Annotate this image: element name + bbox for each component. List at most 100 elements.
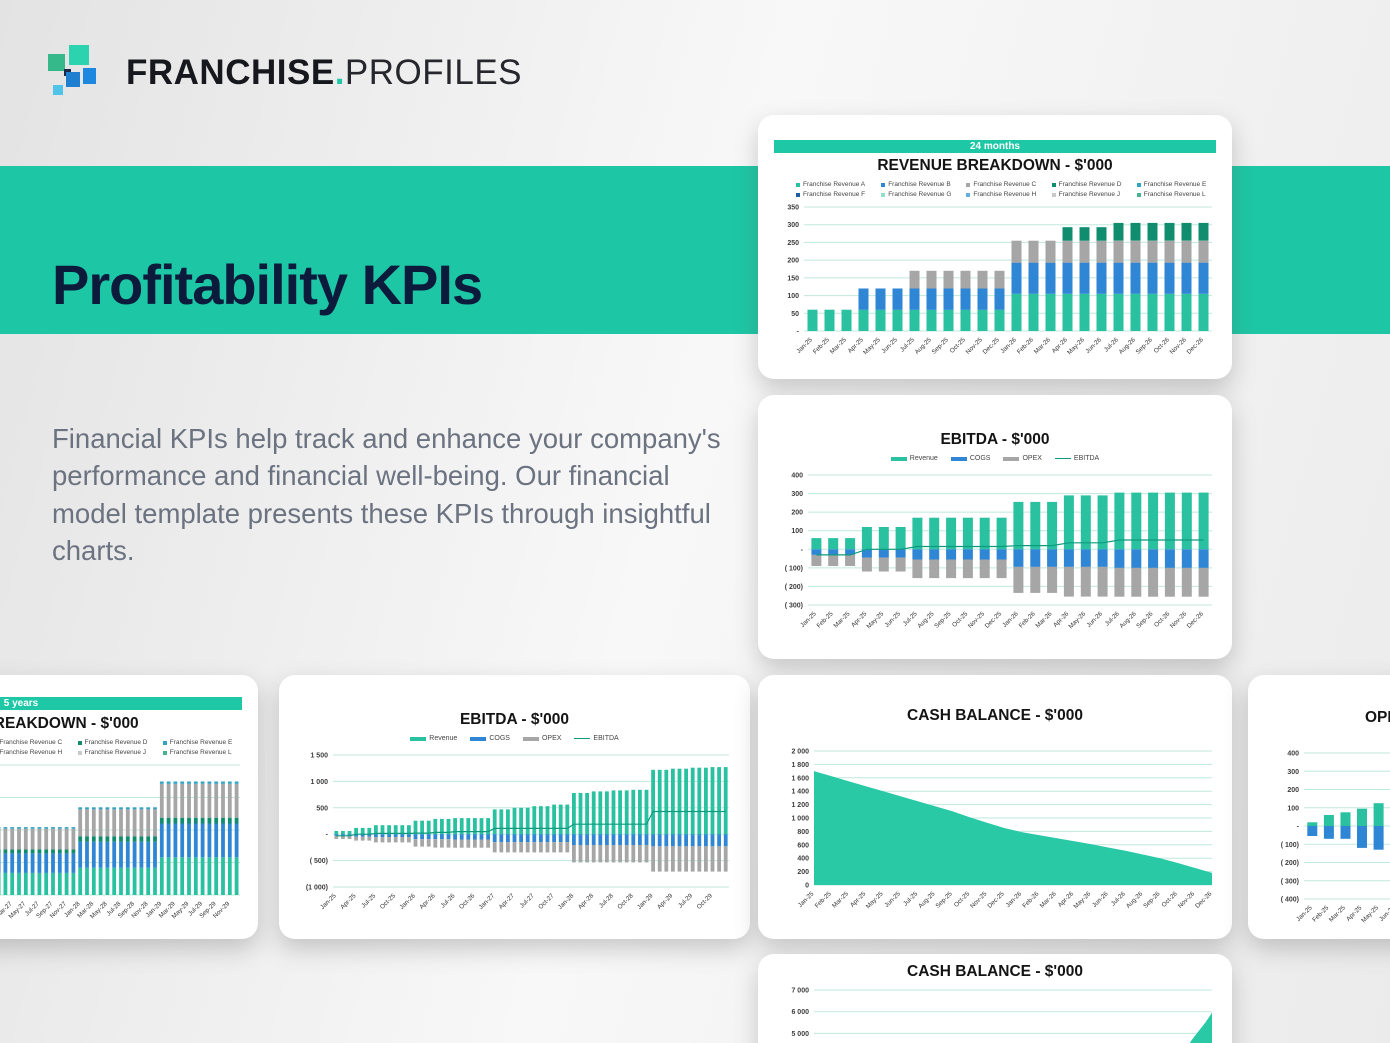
legend-item: Franchise Revenue L (162, 749, 248, 756)
svg-text:1 800: 1 800 (791, 762, 809, 769)
brand-logo: FRANCHISE.PROFILES (48, 44, 522, 102)
svg-text:May-25: May-25 (1360, 904, 1380, 924)
svg-text:( 100): ( 100) (1281, 842, 1299, 849)
chart-card-revenue-breakdown-5y: 5 years REVENUE BREAKDOWN - $'000 Franch… (0, 675, 258, 939)
svg-text:50: 50 (791, 311, 799, 318)
svg-text:Dec-25: Dec-25 (986, 890, 1006, 910)
svg-text:Sep-26: Sep-26 (1135, 610, 1155, 630)
legend-item: OPEX (1003, 455, 1042, 462)
brand-name-bold: FRANCHISE (126, 53, 335, 92)
svg-text:Feb-25: Feb-25 (814, 890, 833, 909)
revenue-breakdown-5y-chart: Jan-25Mar-25May-25Jul-25Sep-25Nov-25Jan-… (0, 759, 246, 940)
legend-swatch (890, 456, 907, 461)
svg-text:6 000: 6 000 (791, 1009, 809, 1016)
svg-text:350: 350 (787, 205, 799, 212)
svg-text:Jul-25: Jul-25 (360, 892, 377, 909)
svg-text:200: 200 (797, 869, 809, 876)
svg-text:Jun-26: Jun-26 (1091, 890, 1110, 909)
svg-text:Jan-26: Jan-26 (999, 336, 1018, 355)
svg-text:400: 400 (791, 473, 803, 480)
svg-text:May-25: May-25 (862, 336, 882, 356)
svg-text:Nov-26: Nov-26 (1169, 336, 1189, 356)
svg-text:( 200): ( 200) (1281, 860, 1299, 867)
svg-text:Jan-25: Jan-25 (319, 892, 338, 911)
svg-text:Dec-26: Dec-26 (1186, 336, 1206, 356)
svg-text:Aug-26: Aug-26 (1118, 610, 1138, 630)
svg-text:( 200): ( 200) (785, 584, 803, 591)
svg-text:May-26: May-26 (1066, 336, 1086, 356)
svg-text:Nov-25: Nov-25 (965, 336, 985, 356)
svg-text:Feb-26: Feb-26 (1016, 336, 1035, 355)
svg-text:Jun-25: Jun-25 (880, 336, 899, 355)
brand-dot: . (334, 53, 345, 92)
legend-swatch (574, 737, 591, 740)
chart-title: EBITDA - $'000 (940, 431, 1050, 448)
svg-text:Feb-25: Feb-25 (816, 610, 835, 629)
chart-card-revenue-breakdown-24m: 24 months REVENUE BREAKDOWN - $'000 Fran… (758, 115, 1232, 379)
legend-swatch (162, 740, 167, 745)
period-badge: 5 years (0, 697, 242, 710)
brand-name: FRANCHISE.PROFILES (126, 53, 522, 93)
svg-text:Nov-26: Nov-26 (1177, 890, 1197, 910)
svg-text:Sep-25: Sep-25 (935, 890, 955, 910)
svg-text:Dec-25: Dec-25 (984, 610, 1004, 630)
legend-item: Revenue (890, 455, 938, 462)
svg-text:Apr-26: Apr-26 (418, 892, 437, 911)
svg-text:Jan-28: Jan-28 (557, 892, 576, 911)
svg-text:200: 200 (791, 510, 803, 517)
svg-text:Mar-25: Mar-25 (829, 336, 848, 355)
svg-text:Sep-26: Sep-26 (1135, 336, 1155, 356)
svg-text:7 000: 7 000 (791, 988, 809, 995)
svg-text:May-25: May-25 (865, 610, 885, 630)
svg-text:Jun-26: Jun-26 (1084, 336, 1103, 355)
legend-item: Franchise Revenue L (1136, 191, 1222, 198)
legend-item: EBITDA (574, 735, 619, 742)
svg-text:Apr-25: Apr-25 (339, 892, 358, 911)
svg-text:( 400): ( 400) (1281, 897, 1299, 904)
legend-swatch (162, 750, 167, 755)
svg-text:Oct-26: Oct-26 (458, 892, 477, 911)
svg-text:Mar-25: Mar-25 (1328, 904, 1347, 923)
revenue-breakdown-24m-chart: 350 300 250 200 150 100 50 - Jan-25 Feb-25 Mar-25 A… (770, 201, 1220, 380)
svg-text:Mar-26: Mar-26 (1033, 336, 1052, 355)
svg-text:-: - (1297, 824, 1300, 831)
svg-text:100: 100 (791, 528, 803, 535)
legend-item: COGS (470, 735, 510, 742)
legend-item: Franchise Revenue D (77, 739, 163, 746)
svg-text:Mar-25: Mar-25 (832, 610, 851, 629)
svg-text:Jun-25: Jun-25 (883, 610, 902, 629)
svg-text:Oct-28: Oct-28 (616, 892, 635, 911)
legend-item: Franchise Revenue G (881, 191, 966, 198)
legend-item: Franchise Revenue H (966, 191, 1051, 198)
svg-text:Oct-27: Oct-27 (537, 892, 556, 911)
svg-text:Jul-27: Jul-27 (519, 892, 536, 909)
svg-text:( 500): ( 500) (310, 858, 328, 865)
svg-text:May-26: May-26 (1073, 890, 1093, 910)
svg-text:1 400: 1 400 (791, 789, 809, 796)
svg-text:Oct-25: Oct-25 (379, 892, 398, 911)
svg-text:May-26: May-26 (1067, 610, 1087, 630)
legend-swatch (522, 736, 539, 741)
legend-item: COGS (950, 455, 990, 462)
svg-text:Sep-25: Sep-25 (933, 610, 953, 630)
svg-text:800: 800 (797, 829, 809, 836)
svg-text:( 100): ( 100) (785, 565, 803, 572)
svg-text:Apr-28: Apr-28 (577, 892, 596, 911)
svg-text:Jan-25: Jan-25 (799, 610, 818, 629)
svg-text:Jun-26: Jun-26 (1085, 610, 1104, 629)
svg-text:Aug-25: Aug-25 (917, 890, 937, 910)
chart-card-ebitda-24m: EBITDA - $'000 Revenue COGS OPEX EBITDA 400… (758, 395, 1232, 659)
svg-text:Jan-26: Jan-26 (1001, 610, 1020, 629)
page-title: Profitability KPIs (52, 252, 483, 316)
operating-partial-chart: 400 300 200 100 - ( 100) ( 200) ( 300) ( 400) Jan… (1260, 745, 1390, 948)
svg-text:600: 600 (797, 842, 809, 849)
chart-title: EBITDA - $'000 (459, 711, 570, 728)
svg-text:Jan-26: Jan-26 (1005, 890, 1024, 909)
svg-text:250: 250 (787, 240, 799, 247)
svg-text:Jan-26: Jan-26 (398, 892, 417, 911)
svg-text:( 300): ( 300) (1281, 878, 1299, 885)
legend-item: EBITDA (1054, 455, 1099, 462)
